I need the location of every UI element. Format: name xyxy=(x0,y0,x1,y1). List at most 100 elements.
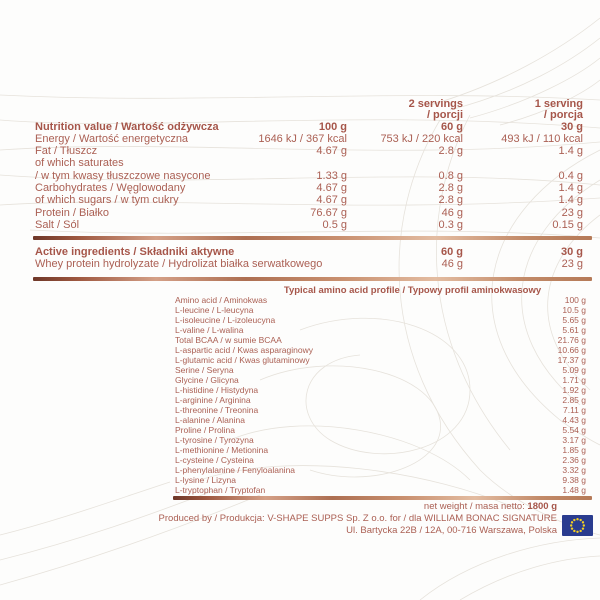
active-ingredients-title: Active ingredients / Składniki aktywne xyxy=(35,246,235,258)
nutrition-row-fat: Fat / Tłuszcz 4.67 g 2.8 g 1.4 g xyxy=(35,145,592,157)
amino-row-label: L-phenylalanine / Fenyloalanina xyxy=(175,465,296,475)
copper-divider-bar xyxy=(33,236,592,240)
nutrition-value-30g: 0.15 g xyxy=(552,218,583,231)
amino-row-label: L-tyrosine / Tyrozyna xyxy=(175,435,254,445)
nutrition-value-60g xyxy=(347,157,463,169)
column-header-2-servings: 2 servings / porcji xyxy=(347,99,463,121)
net-weight-label: net weight / masa netto: xyxy=(423,501,528,512)
amino-row-label: L-lysine / Lizyna xyxy=(175,475,236,485)
column-header-30g: 30 g xyxy=(560,120,583,133)
amino-row-value: 2.36 g xyxy=(562,455,586,465)
nutrition-row-label: Carbohydrates / Węglowodany xyxy=(35,182,186,195)
amino-row-value: 1.48 g xyxy=(562,485,586,495)
amino-row-value: 5.09 g xyxy=(562,365,586,375)
nutrition-row-saturates-line2: / w tym kwasy tłuszczowe nasycone 1.33 g… xyxy=(35,170,592,182)
amino-row-label: L-tryptophan / Tryptofan xyxy=(175,485,266,495)
active-ingredient-value-60g: 46 g xyxy=(441,258,463,271)
active-ingredient-row-whey: Whey protein hydrolyzate / Hydrolizat bi… xyxy=(35,258,592,270)
net-weight-line: net weight / masa netto: 1800 g xyxy=(0,501,557,513)
amino-row-value: 17.37 g xyxy=(557,355,586,365)
amino-row-label: Serine / Seryna xyxy=(175,365,234,375)
nutrition-row-protein: Protein / Białko 76.67 g 46 g 23 g xyxy=(35,207,592,219)
eu-flag-icon xyxy=(562,515,593,536)
amino-row-leucine: L-leucine / L-leucyna 10.5 g xyxy=(175,305,586,315)
active-ingredients-header-row: Active ingredients / Składniki aktywne 6… xyxy=(35,246,592,258)
nutrition-value-100g: 1.33 g xyxy=(316,169,347,182)
amino-row-label: L-alanine / Alanina xyxy=(175,415,245,425)
column-header-1-serving-line1: 1 serving xyxy=(534,98,583,110)
address-line: Ul. Bartycka 22B / 12A, 00-716 Warszawa,… xyxy=(346,524,557,536)
nutrition-row-sugars: of which sugars / w tym cukry 4.67 g 2.8… xyxy=(35,194,592,206)
nutrition-table: 2 servings / porcji 1 serving / porcja N… xyxy=(35,99,592,231)
column-header-2-servings-line1: 2 servings xyxy=(408,98,463,110)
amino-row-value: 5.61 g xyxy=(562,325,586,335)
amino-row-label: L-methionine / Metionina xyxy=(175,445,269,455)
amino-row-value: 3.32 g xyxy=(562,465,586,475)
column-header-30g: 30 g xyxy=(560,246,583,258)
nutrition-value-30g: 1.4 g xyxy=(558,145,583,158)
nutrition-value-100g: 76.67 g xyxy=(310,206,347,219)
column-header-1-serving: 1 serving / porcja xyxy=(463,99,583,121)
column-header-1-serving-line2: / porcja xyxy=(543,108,583,121)
amino-row-value: 1.85 g xyxy=(562,445,586,455)
nutrition-value-30g: 23 g xyxy=(561,206,583,219)
column-header-60g: 60 g xyxy=(440,246,463,258)
amino-row-phenylalanine: L-phenylalanine / Fenyloalanina 3.32 g xyxy=(175,465,586,475)
amino-row-label: L-threonine / Treonina xyxy=(175,405,259,415)
amino-row-cysteine: L-cysteine / Cysteina 2.36 g xyxy=(175,455,586,465)
amino-row-glutamic-acid: L-glutamic acid / Kwas glutaminowy 17.37… xyxy=(175,355,586,365)
nutrition-row-carbohydrates: Carbohydrates / Węglowodany 4.67 g 2.8 g… xyxy=(35,182,592,194)
amino-row-header: Amino acid / Aminokwas 100 g xyxy=(175,295,586,305)
amino-row-serine: Serine / Seryna 5.09 g xyxy=(175,365,586,375)
nutrition-row-label: Fat / Tłuszcz xyxy=(35,145,98,158)
amino-row-label: L-cysteine / Cysteina xyxy=(175,455,254,465)
nutrition-table-title: Nutrition value / Wartość odżywcza xyxy=(35,120,219,133)
produced-by-line: Produced by / Produkcja: V-SHAPE SUPPS S… xyxy=(158,512,557,524)
nutrition-row-label: Energy / Wartość energetyczna xyxy=(35,132,189,145)
active-ingredient-value-30g: 23 g xyxy=(561,258,583,271)
amino-row-label: Proline / Prolina xyxy=(175,425,236,435)
nutrition-value-60g: 2.8 g xyxy=(438,194,463,207)
amino-row-value: 7.11 g xyxy=(562,405,586,415)
copper-divider-bar xyxy=(33,277,592,281)
amino-row-label: L-arginine / Arginina xyxy=(175,395,251,405)
nutrition-row-label: of which sugars / w tym cukry xyxy=(35,194,179,207)
amino-row-label: Total BCAA / w sumie BCAA xyxy=(175,335,282,345)
amino-row-tyrosine: L-tyrosine / Tyrozyna 3.17 g xyxy=(175,435,586,445)
nutrition-value-30g xyxy=(463,157,583,169)
amino-row-value: 10.66 g xyxy=(557,345,586,355)
amino-row-aspartic-acid: L-aspartic acid / Kwas asparaginowy 10.6… xyxy=(175,345,586,355)
nutrition-value-100g: 1646 kJ / 367 kcal xyxy=(258,132,347,145)
nutrition-value-60g: 2.8 g xyxy=(438,145,463,158)
footer: net weight / masa netto: 1800 g Produced… xyxy=(0,501,557,536)
amino-row-total-bcaa: Total BCAA / w sumie BCAA 21.76 g xyxy=(175,335,586,345)
nutrition-row-label: Salt / Sól xyxy=(35,218,80,231)
amino-acid-table: Amino acid / Aminokwas 100 g L-leucine /… xyxy=(175,295,586,495)
nutrition-value-60g: 0.3 g xyxy=(438,218,463,231)
column-header-100g: 100 g xyxy=(318,120,347,133)
amino-row-value: 4.43 g xyxy=(562,415,586,425)
amino-row-label: Amino acid / Aminokwas xyxy=(175,295,268,305)
nutrition-value-100g: 4.67 g xyxy=(316,194,347,207)
amino-row-value: 5.65 g xyxy=(562,315,586,325)
nutrition-row-salt: Salt / Sól 0.5 g 0.3 g 0.15 g xyxy=(35,219,592,231)
nutrition-value-60g: 0.8 g xyxy=(438,169,463,182)
copper-divider-bar xyxy=(173,496,592,500)
amino-row-tryptophan: L-tryptophan / Tryptofan 1.48 g xyxy=(175,485,586,495)
amino-row-value: 5.54 g xyxy=(562,425,586,435)
nutrition-table-header-row: Nutrition value / Wartość odżywcza 100 g… xyxy=(35,121,592,133)
net-weight-value: 1800 g xyxy=(527,501,557,512)
amino-row-proline: Proline / Prolina 5.54 g xyxy=(175,425,586,435)
nutrition-row-label: Protein / Białko xyxy=(35,206,109,219)
servings-header-spacer-100g xyxy=(232,99,347,121)
servings-header-row: 2 servings / porcji 1 serving / porcja xyxy=(35,99,592,121)
nutrition-row-saturates-line1: of which saturates xyxy=(35,157,592,169)
active-ingredient-label: Whey protein hydrolyzate / Hydrolizat bi… xyxy=(35,258,323,271)
amino-row-arginine: L-arginine / Arginina 2.85 g xyxy=(175,395,586,405)
nutrition-value-60g: 2.8 g xyxy=(438,182,463,195)
amino-row-label: Glycine / Glicyna xyxy=(175,375,239,385)
amino-row-glycine: Glycine / Glicyna 1.71 g xyxy=(175,375,586,385)
